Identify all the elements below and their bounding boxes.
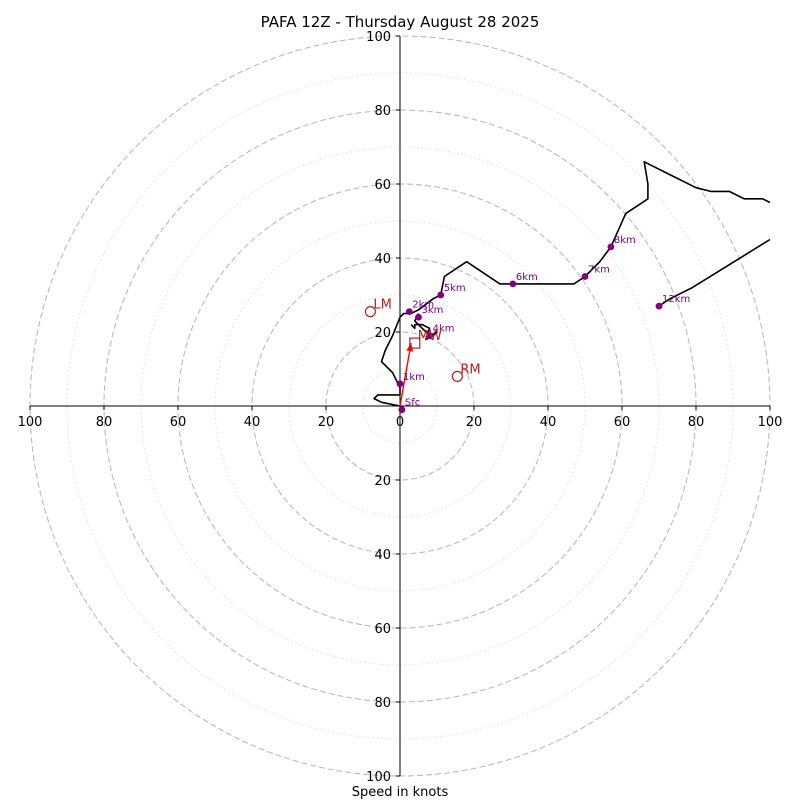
height-marker-label: Sfc xyxy=(405,398,420,409)
height-marker-label: 7km xyxy=(588,265,610,276)
hodograph-trace-line xyxy=(373,161,771,407)
x-tick-label: 20 xyxy=(318,415,335,430)
x-tick-label: 40 xyxy=(540,415,557,430)
height-marker-label: 1km xyxy=(403,372,425,383)
y-tick-label: 100 xyxy=(366,770,391,785)
storm-motion-label: RM xyxy=(460,362,480,377)
mean-wind-label: MW xyxy=(418,329,442,344)
y-tick-label: 60 xyxy=(374,622,391,637)
hodograph-upper-line xyxy=(658,238,771,307)
y-tick-label: 60 xyxy=(374,178,391,193)
height-marker-label: 12km xyxy=(662,294,690,305)
x-tick-label: 80 xyxy=(688,415,705,430)
x-tick-label: 80 xyxy=(96,415,113,430)
x-tick-label: 0 xyxy=(396,415,404,430)
chart-title: PAFA 12Z - Thursday August 28 2025 xyxy=(261,13,540,31)
x-tick-label: 100 xyxy=(18,415,43,430)
x-tick-label: 60 xyxy=(614,415,631,430)
storm-motion-marker xyxy=(451,370,463,382)
x-tick-label: 20 xyxy=(466,415,483,430)
height-marker-label: 4km xyxy=(433,324,455,335)
height-marker-point xyxy=(509,280,517,288)
hodograph-traces xyxy=(373,161,771,407)
height-marker-point xyxy=(396,380,404,388)
height-marker-label: 3km xyxy=(422,305,444,316)
y-tick-label: 40 xyxy=(374,252,391,267)
mean-wind-marker xyxy=(409,337,421,349)
height-marker-point xyxy=(655,302,663,310)
height-marker-point xyxy=(405,308,413,316)
height-marker-point xyxy=(437,291,445,299)
height-marker-point xyxy=(581,273,589,280)
storm-motion-label: LM xyxy=(373,298,391,313)
storm-motion-markers: LM RM MW xyxy=(364,298,481,382)
y-tick-label: 20 xyxy=(374,474,391,489)
height-marker-label: 8km xyxy=(614,235,636,246)
height-marker-label: 2km xyxy=(412,300,434,311)
height-marker-point xyxy=(415,313,422,321)
x-axis-label: Speed in knots xyxy=(352,785,449,800)
height-marker-point xyxy=(426,332,433,340)
x-tick-label: 60 xyxy=(170,415,187,430)
height-marker-label: 6km xyxy=(516,272,538,283)
tick-labels: 100 80 60 40 20 0 20 40 60 80 100 100 80 60 40 20 20 40 60… xyxy=(18,30,783,785)
shear-vector-line xyxy=(399,342,412,407)
height-marker-label: 5km xyxy=(444,283,466,294)
height-marker-point xyxy=(398,406,406,414)
y-tick-label: 20 xyxy=(374,326,391,341)
height-marker-point xyxy=(607,243,615,251)
y-tick-label: 80 xyxy=(374,696,391,711)
storm-motion-marker xyxy=(364,306,376,318)
y-tick-label: 80 xyxy=(374,104,391,119)
y-tick-label: 40 xyxy=(374,548,391,563)
y-tick-label: 100 xyxy=(366,30,391,45)
x-tick-label: 100 xyxy=(758,415,783,430)
x-tick-label: 40 xyxy=(244,415,261,430)
